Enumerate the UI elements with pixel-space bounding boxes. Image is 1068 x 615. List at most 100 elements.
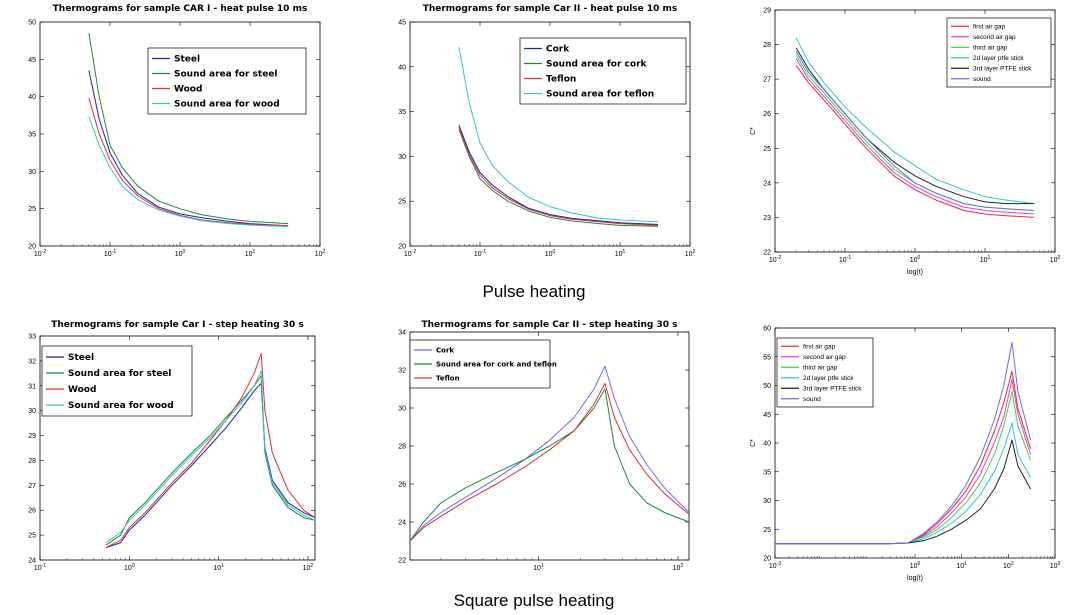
x-tick-label-p6-3: 102 (1003, 561, 1014, 570)
x-tick-label-p1-4: 102 (315, 249, 326, 258)
y-tick-label-p2-4: 40 (398, 64, 406, 71)
legend-entry-p4-0: Steel (68, 353, 94, 363)
chart-panel-p4: Thermograms for sample Car I - step heat… (0, 316, 330, 586)
series-line-p4-0 (105, 382, 316, 549)
y-tick-label-p3-6: 28 (763, 42, 771, 49)
y-tick-label-p5-0: 22 (398, 558, 406, 565)
series-line-p5-2 (409, 382, 690, 542)
legend-entry-p3-5: sound (973, 76, 991, 83)
legend-entry-p3-2: third air gap (973, 45, 1008, 52)
y-tick-label-p5-4: 30 (398, 406, 406, 413)
series-line-p1-0 (88, 70, 289, 227)
y-tick-label-p5-2: 26 (398, 482, 406, 489)
y-tick-label-p1-3: 35 (28, 132, 36, 139)
legend-entry-p3-3: 2d layer ptfe stick (973, 55, 1024, 62)
x-tick-label-p3-2: 100 (910, 255, 921, 264)
x-tick-label-p6-0: 10-3 (769, 561, 781, 570)
legend-entry-p6-4: 3rd layer PTFE stick (803, 386, 862, 393)
y-tick-label-p5-1: 24 (398, 520, 406, 527)
x-tick-label-p4-2: 101 (213, 563, 224, 572)
x-tick-label-p2-3: 101 (615, 249, 626, 258)
chart-title-p4: Thermograms for sample Car I - step heat… (51, 320, 304, 330)
y-tick-label-p6-2: 30 (763, 498, 771, 505)
series-line-p2-1 (458, 129, 659, 227)
legend-entry-p2-0: Cork (546, 45, 570, 55)
legend-entry-p2-3: Sound area for teflon (546, 90, 654, 100)
chart-title-p1: Thermograms for sample CAR I - heat puls… (53, 4, 308, 14)
y-tick-label-p1-4: 40 (28, 94, 36, 101)
x-tick-label-p1-2: 100 (175, 249, 186, 258)
x-tick-label-p6-1: 100 (910, 561, 921, 570)
chart-panel-p5: Thermograms for sample Car II - step hea… (370, 316, 700, 586)
x-tick-label-p1-3: 101 (245, 249, 256, 258)
x-tick-label-p6-2: 101 (956, 561, 967, 570)
series-line-p2-0 (458, 124, 659, 225)
legend-entry-p4-3: Sound area for wood (68, 401, 174, 411)
y-tick-label-p3-2: 24 (763, 180, 771, 187)
legend-box-p3 (946, 17, 1052, 88)
series-line-p3-1 (795, 58, 1034, 215)
y-tick-label-p4-1: 25 (28, 533, 36, 540)
x-tick-label-p2-4: 102 (685, 249, 696, 258)
y-tick-label-p5-5: 32 (398, 368, 406, 375)
y-tick-label-p6-3: 35 (763, 469, 771, 476)
y-tick-label-p1-0: 20 (28, 244, 36, 251)
chart-svg-p2: Thermograms for sample Car II - heat pul… (398, 4, 696, 258)
x-tick-label-p2-2: 100 (545, 249, 556, 258)
x-tick-label-p4-1: 100 (124, 563, 135, 572)
x-tick-label-p3-0: 10-2 (769, 255, 781, 264)
y-tick-label-p3-3: 25 (763, 146, 771, 153)
legend-entry-p6-3: 2d layer ptfe stick (803, 375, 854, 382)
series-line-p3-3 (795, 37, 1034, 205)
legend-entry-p5-0: Cork (436, 346, 454, 354)
y-tick-label-p5-6: 34 (398, 330, 406, 337)
y-tick-label-p5-3: 28 (398, 444, 406, 451)
x-tick-label-p4-3: 102 (303, 563, 314, 572)
y-axis-label-p6: C* (750, 439, 757, 447)
x-tick-label-p5-0: 101 (533, 563, 544, 572)
y-tick-label-p3-4: 26 (763, 111, 771, 118)
legend-entry-p2-2: Teflon (546, 75, 576, 85)
x-tick-label-p6-4: 103 (1050, 561, 1061, 570)
chart-panel-p1: Thermograms for sample CAR I - heat puls… (0, 0, 330, 272)
chart-svg-p6: 20 25 30 35 40 45 50 55 60 10-3 100 101 102 103 log(t)… (750, 326, 1061, 583)
y-tick-label-p4-2: 26 (28, 508, 36, 515)
x-axis-label-p6: log(t) (907, 575, 923, 582)
y-tick-label-p3-0: 22 (763, 250, 771, 257)
y-tick-label-p3-7: 29 (763, 8, 771, 15)
legend-entry-p6-2: third air gap (803, 365, 838, 372)
legend-entry-p3-4: 3rd layer PTFE stick (973, 66, 1032, 73)
y-tick-label-p4-6: 30 (28, 408, 36, 415)
x-tick-label-p1-0: 10-2 (34, 249, 46, 258)
chart-panel-p2: Thermograms for sample Car II - heat pul… (370, 0, 700, 272)
series-line-p1-3 (88, 116, 289, 228)
y-tick-label-p6-7: 55 (763, 354, 771, 361)
y-tick-label-p4-9: 33 (28, 334, 36, 341)
legend-entry-p2-1: Sound area for cork (546, 60, 648, 70)
legend-box-p1 (147, 47, 307, 115)
y-tick-label-p1-5: 45 (28, 57, 36, 64)
legend-entry-p6-5: sound (803, 396, 821, 403)
y-tick-label-p1-1: 25 (28, 206, 36, 213)
y-tick-label-p3-1: 23 (763, 215, 771, 222)
y-tick-label-p6-8: 60 (763, 326, 771, 333)
y-tick-label-p6-4: 40 (763, 441, 771, 448)
legend-entry-p1-1: Sound area for steel (174, 70, 278, 80)
series-line-p3-0 (795, 65, 1034, 218)
y-tick-label-p2-5: 45 (398, 20, 406, 27)
caption-square-pulse-heating: Square pulse heating (453, 591, 615, 610)
y-tick-label-p1-2: 30 (28, 169, 36, 176)
x-tick-label-p2-0: 10-2 (404, 249, 416, 258)
legend-entry-p4-2: Wood (68, 385, 96, 395)
series-line-p6-5 (775, 341, 1032, 545)
x-tick-label-p1-1: 10-1 (104, 249, 116, 258)
y-tick-label-p6-1: 25 (763, 527, 771, 534)
x-tick-label-p2-1: 10-1 (474, 249, 486, 258)
y-tick-label-p2-0: 20 (398, 244, 406, 251)
legend-entry-p3-1: second air gap (973, 34, 1016, 41)
y-tick-label-p2-3: 35 (398, 109, 406, 116)
x-tick-label-p3-3: 101 (980, 255, 991, 264)
series-line-p2-3 (458, 47, 659, 223)
y-tick-label-p3-5: 27 (763, 77, 771, 84)
legend-entry-p3-0: first air gap (973, 24, 1006, 31)
